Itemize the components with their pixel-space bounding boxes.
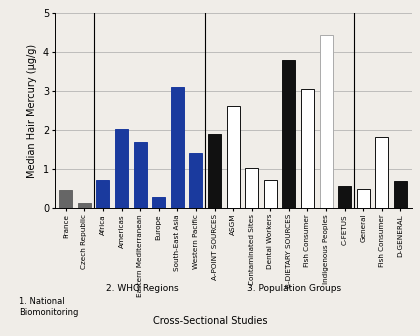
Bar	[394, 181, 407, 208]
Text: 3. Population Groups: 3. Population Groups	[247, 284, 341, 293]
Bar	[264, 180, 277, 208]
Bar	[78, 203, 91, 208]
Bar	[97, 180, 110, 208]
Bar	[245, 168, 258, 208]
Bar	[208, 134, 221, 208]
Bar	[171, 87, 184, 208]
Bar	[227, 106, 239, 208]
Bar	[134, 142, 147, 208]
Bar	[115, 129, 128, 208]
Text: Cross-Sectional Studies: Cross-Sectional Studies	[153, 316, 267, 326]
Bar	[320, 35, 333, 208]
Text: 2. WHO Regions: 2. WHO Regions	[107, 284, 179, 293]
Bar	[338, 186, 351, 208]
Bar	[301, 89, 314, 208]
Bar	[152, 197, 165, 208]
Y-axis label: Median Hair Mercury (μg/g): Median Hair Mercury (μg/g)	[27, 44, 37, 178]
Bar	[189, 153, 202, 208]
Bar	[357, 189, 370, 208]
Text: 1. National
Biomonitoring: 1. National Biomonitoring	[19, 297, 78, 317]
Bar	[282, 60, 295, 208]
Bar	[59, 190, 72, 208]
Bar	[375, 137, 389, 208]
